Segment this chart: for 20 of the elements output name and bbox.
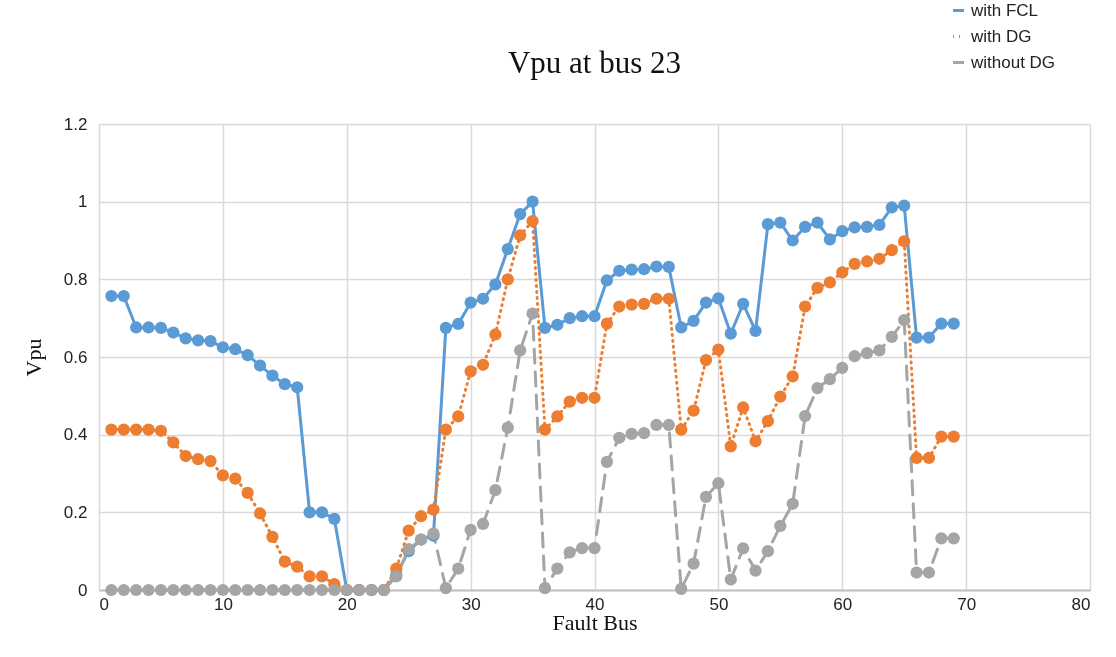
x-tick-label: 10 [213, 594, 233, 614]
x-tick-label: 20 [337, 594, 357, 614]
x-tick-label: 0 [99, 594, 109, 614]
legend-label: without DG [970, 52, 1056, 72]
chart-title: Vpu at bus 23 [507, 45, 682, 80]
y-tick-label: 0 [78, 580, 88, 600]
y-tick-label: 1 [78, 192, 88, 212]
y-tick-label: 0.8 [63, 269, 88, 289]
y-tick-label: 0.4 [63, 425, 88, 445]
x-tick-label: 70 [957, 594, 977, 614]
y-axis-title: Vpu [20, 338, 46, 377]
legend-label: with DG [970, 26, 1032, 46]
y-tick-label: 0.2 [63, 502, 88, 522]
x-tick-label: 30 [461, 594, 481, 614]
y-tick-label: 1.2 [63, 114, 88, 134]
legend-label: with FCL [970, 0, 1039, 20]
x-tick-label: 80 [1071, 594, 1091, 614]
y-tick-label: 0.6 [63, 347, 88, 367]
x-tick-label: 60 [833, 594, 853, 614]
x-tick-label: 50 [709, 594, 729, 614]
